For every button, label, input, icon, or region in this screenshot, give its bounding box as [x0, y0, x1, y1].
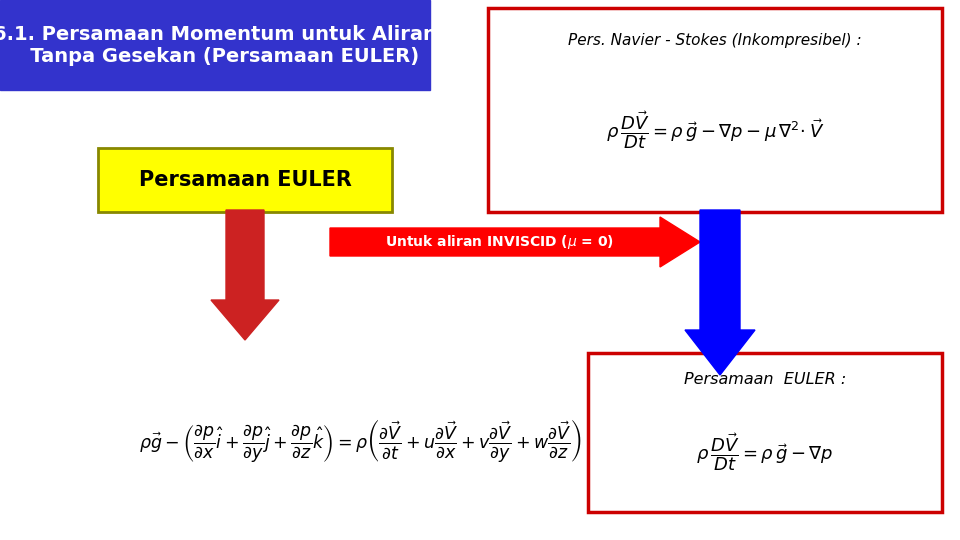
Text: Untuk aliran INVISCID ($\mu$ = 0): Untuk aliran INVISCID ($\mu$ = 0)	[386, 233, 614, 251]
Text: $\rho\vec{g} - \left(\dfrac{\partial p}{\partial x}\hat{i} + \dfrac{\partial p}{: $\rho\vec{g} - \left(\dfrac{\partial p}{…	[138, 416, 582, 463]
FancyBboxPatch shape	[588, 353, 942, 512]
FancyBboxPatch shape	[0, 0, 430, 90]
Text: Persamaan  EULER :: Persamaan EULER :	[684, 373, 846, 388]
Text: Persamaan EULER: Persamaan EULER	[138, 170, 351, 190]
Polygon shape	[685, 210, 755, 375]
Text: $\rho\,\dfrac{D\vec{V}}{Dt} = \rho\,\vec{g} - \nabla p - \mu\,\nabla^{2}\!\cdot\: $\rho\,\dfrac{D\vec{V}}{Dt} = \rho\,\vec…	[606, 109, 825, 151]
Text: $\rho\,\dfrac{D\vec{V}}{Dt} = \rho\,\vec{g} - \nabla p$: $\rho\,\dfrac{D\vec{V}}{Dt} = \rho\,\vec…	[696, 431, 833, 472]
Text: 6.1. Persamaan Momentum untuk Aliran
   Tanpa Gesekan (Persamaan EULER): 6.1. Persamaan Momentum untuk Aliran Tan…	[0, 24, 437, 65]
Text: Pers. Navier - Stokes (Inkompresibel) :: Pers. Navier - Stokes (Inkompresibel) :	[568, 32, 862, 48]
FancyBboxPatch shape	[488, 8, 942, 212]
Polygon shape	[211, 210, 279, 340]
Polygon shape	[330, 217, 700, 267]
FancyBboxPatch shape	[98, 148, 392, 212]
